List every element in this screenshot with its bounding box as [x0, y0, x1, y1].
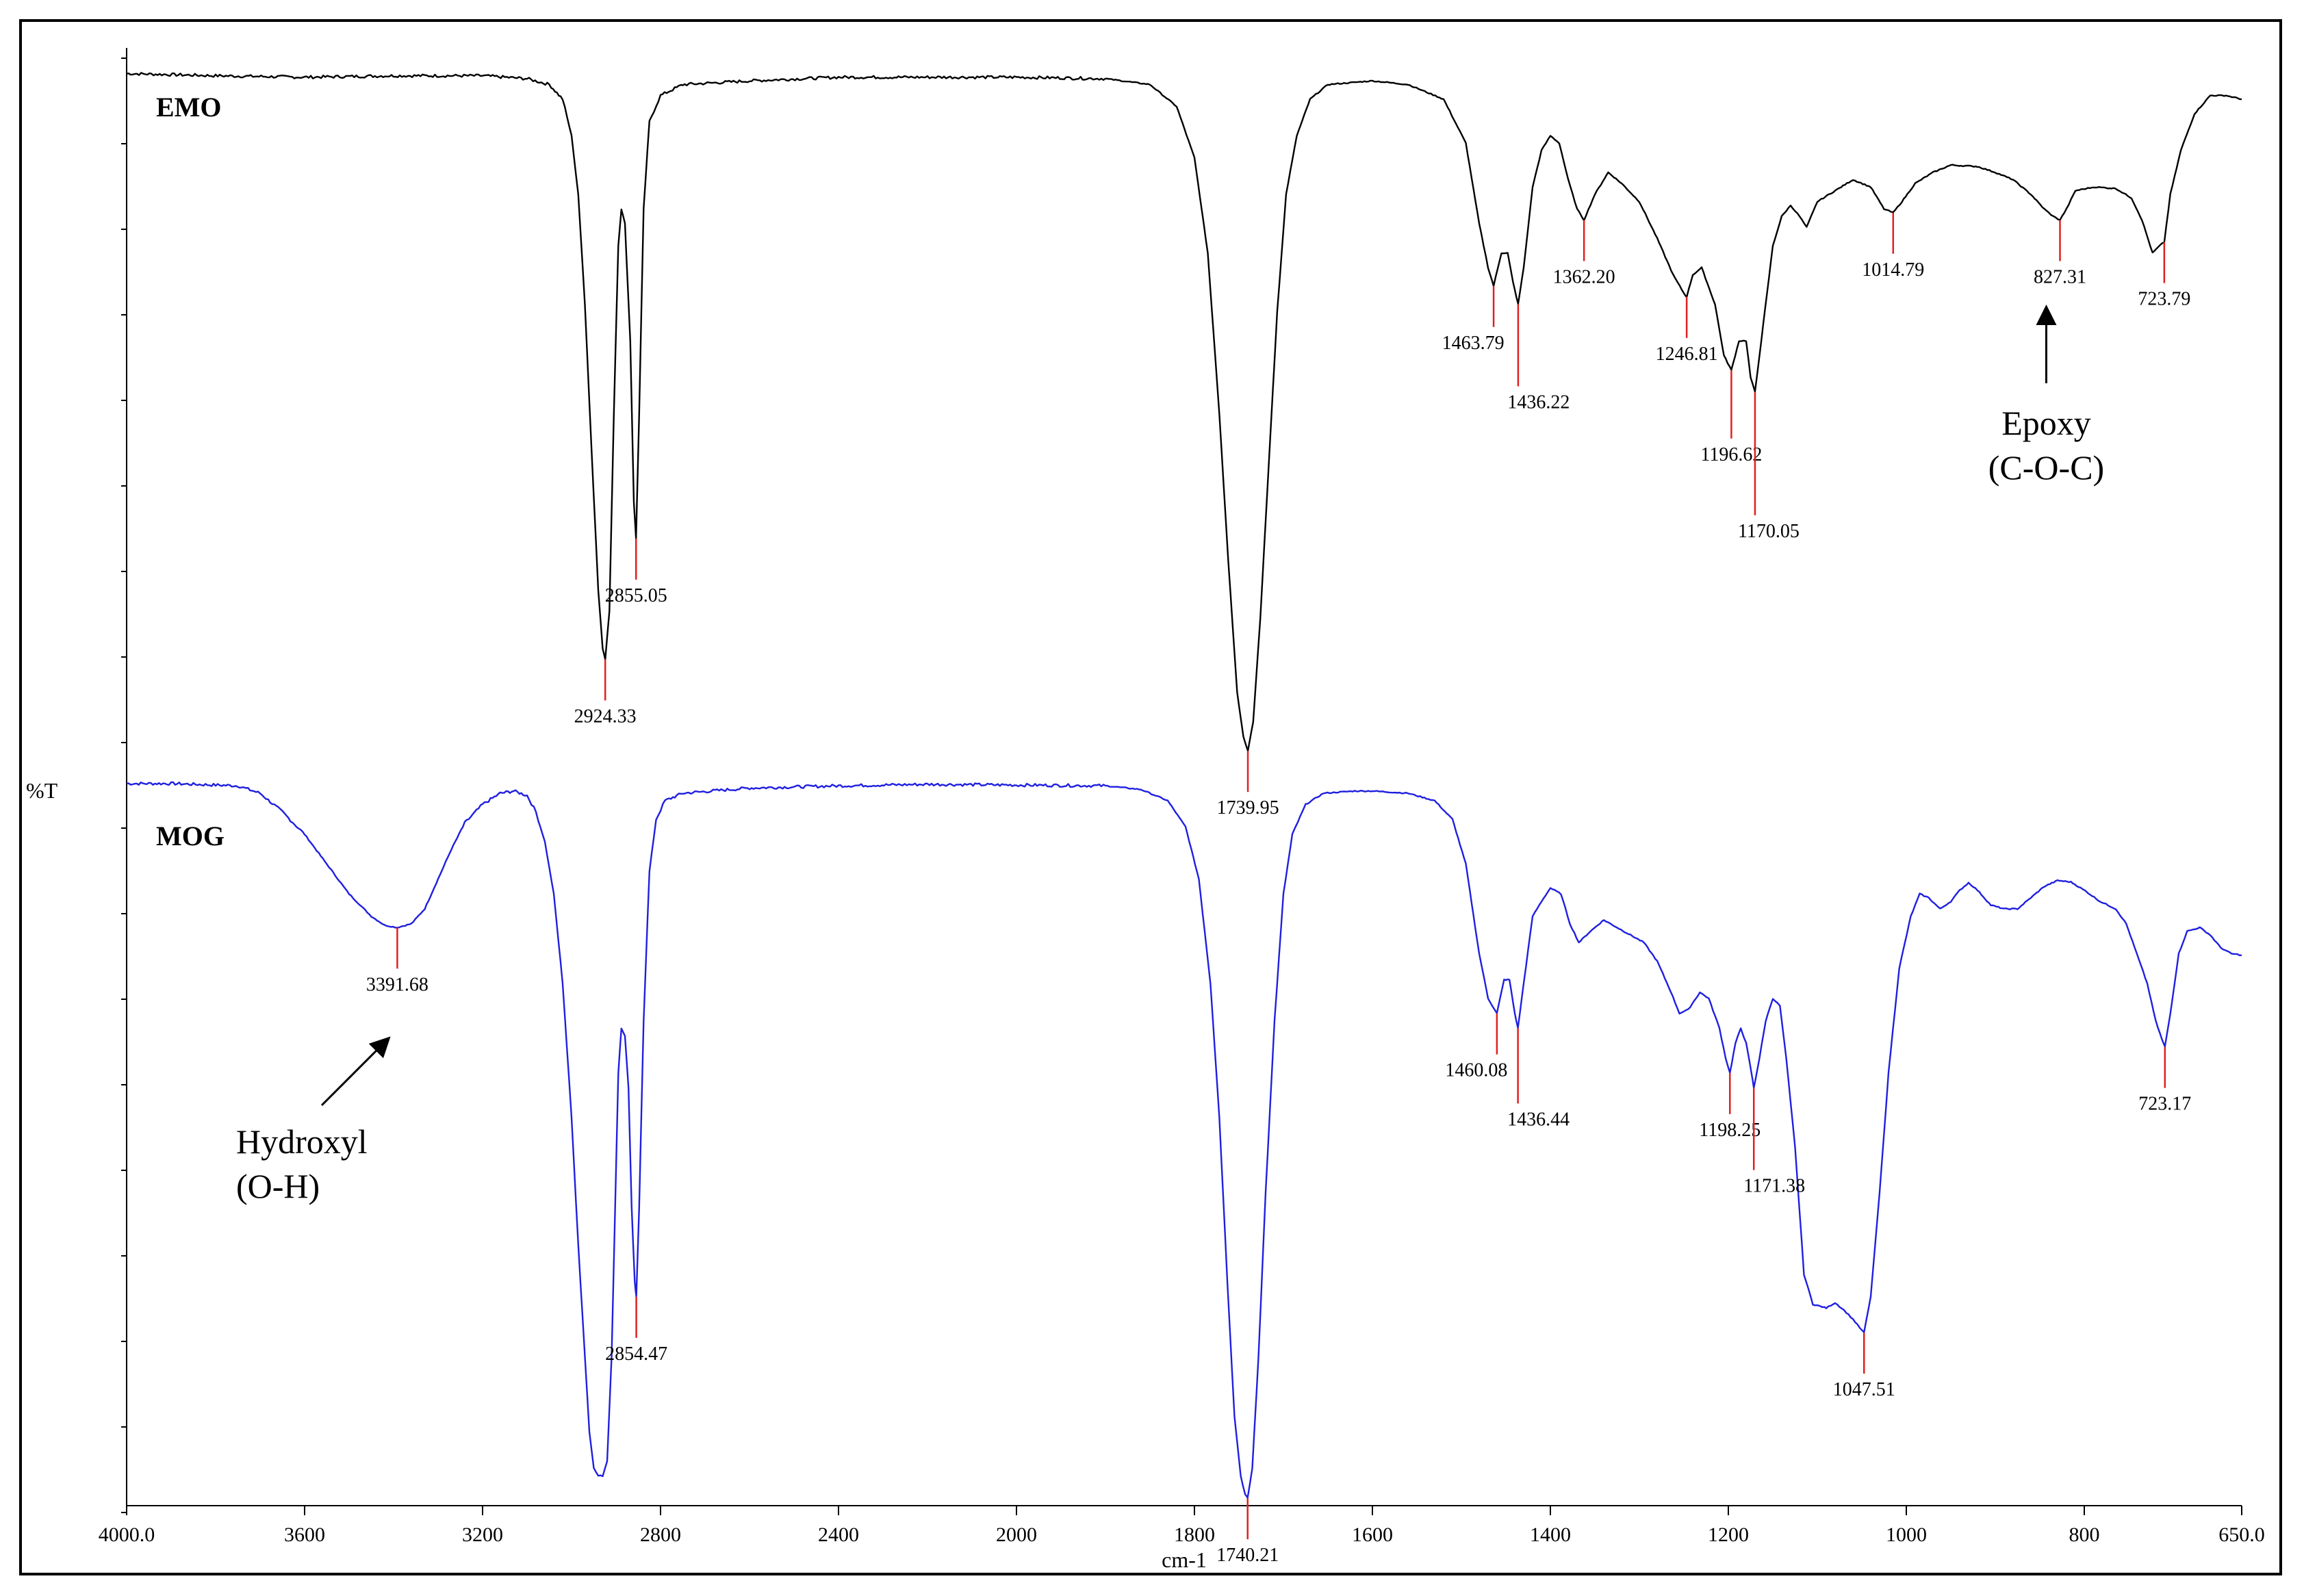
x-ticks: 4000.0 3600 3200 2800 2400 2000 1800 1600 1400 12…: [99, 1506, 2265, 1546]
y-ticks: [121, 57, 127, 1513]
peak-label: 1362.20: [1553, 266, 1615, 287]
x-tick-label: 2800: [640, 1523, 681, 1546]
x-tick-label: 1000: [1886, 1523, 1927, 1546]
y-axis-title: %T: [26, 778, 58, 803]
peak-label: 1739.95: [1217, 797, 1279, 819]
x-tick-label: 1200: [1708, 1523, 1749, 1546]
peak-label: 1436.22: [1507, 392, 1570, 413]
hydroxyl-group-label: (O-H): [236, 1167, 320, 1205]
peak-label: 1196.62: [1700, 444, 1762, 465]
x-tick-label: 2000: [996, 1523, 1037, 1546]
epoxy-group-label: (C-O-C): [1988, 448, 2104, 487]
series-label-emo: EMO: [156, 92, 222, 123]
annotations: Epoxy (C-O-C) Hydroxyl (O-H): [236, 305, 2104, 1205]
hydroxyl-arrow: [320, 1036, 391, 1107]
epoxy-label: Epoxy: [2001, 404, 2091, 442]
peak-label: 1198.25: [1699, 1120, 1761, 1141]
x-axis-title: cm-1: [1162, 1547, 1207, 1572]
series-lines: [126, 72, 2242, 1499]
peak-label: 1014.79: [1862, 259, 1924, 281]
axes: [126, 48, 2242, 1506]
x-tick-label: 1400: [1530, 1523, 1571, 1546]
peak-label: 2855.05: [605, 585, 667, 606]
peak-label: 827.31: [2034, 266, 2086, 287]
peak-label: 1460.08: [1445, 1060, 1507, 1081]
x-tick-label: 1800: [1174, 1523, 1215, 1546]
series-label-mog: MOG: [156, 821, 225, 851]
x-tick-label: 3200: [462, 1523, 503, 1546]
x-tick-label: 4000.0: [99, 1523, 155, 1546]
peak-markers: 2924.33 2855.05 1739.95 1463.79 1436.22 1362.…: [366, 212, 2191, 1566]
peak-label: 2924.33: [574, 706, 637, 727]
series-labels: EMO MOG: [156, 92, 225, 851]
hydroxyl-label: Hydroxyl: [236, 1122, 368, 1161]
peak-label: 1463.79: [1442, 333, 1505, 354]
peak-label: 1246.81: [1656, 344, 1718, 365]
figure-frame: [19, 19, 2282, 1575]
peak-label: 1740.21: [1216, 1545, 1279, 1566]
peak-label: 2854.47: [605, 1343, 667, 1365]
peak-label: 723.79: [2138, 289, 2190, 310]
peak-label: 723.17: [2138, 1094, 2191, 1115]
peak-label: 1436.44: [1507, 1109, 1570, 1130]
series-line-emo: [126, 72, 2242, 752]
x-tick-label: 2400: [818, 1523, 859, 1546]
peak-label: 1171.38: [1743, 1176, 1805, 1197]
series-line-mog: [126, 781, 2242, 1499]
x-tick-label: 800: [2069, 1523, 2100, 1546]
x-tick-label: 1600: [1352, 1523, 1393, 1546]
peak-label: 1170.05: [1738, 521, 1800, 542]
peak-label: 3391.68: [366, 974, 428, 995]
peak-label: 1047.51: [1833, 1379, 1895, 1400]
x-tick-label: 650.0: [2218, 1523, 2265, 1546]
x-tick-label: 3600: [284, 1523, 325, 1546]
